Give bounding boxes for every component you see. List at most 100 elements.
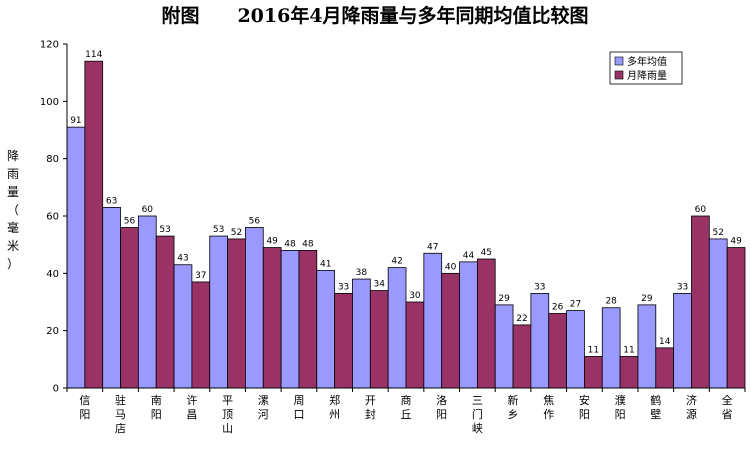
data-label: 49 bbox=[266, 237, 278, 247]
legend-label: 月降雨量 bbox=[627, 69, 667, 82]
legend-swatch bbox=[614, 56, 624, 66]
data-label: 45 bbox=[481, 248, 492, 258]
plot-area: 0 20 40 60 80 100 120 91 114 信阳 63 56 驻马店 60 53 南阳 43 37 许… bbox=[40, 40, 746, 435]
x-tick-label: 开封 bbox=[365, 394, 376, 421]
bar-average bbox=[173, 264, 193, 389]
data-label: 44 bbox=[463, 251, 475, 261]
data-label: 14 bbox=[659, 337, 671, 347]
bar-average bbox=[566, 310, 585, 389]
data-label: 47 bbox=[427, 242, 438, 252]
bar-monthly bbox=[619, 356, 639, 389]
legend-swatch bbox=[614, 70, 624, 80]
bar-average bbox=[601, 307, 621, 389]
y-tick-label: 60 bbox=[46, 212, 59, 223]
data-label: 33 bbox=[338, 282, 349, 292]
bar-average bbox=[209, 235, 228, 389]
x-tick-label: 安阳 bbox=[579, 393, 590, 421]
bar-monthly bbox=[120, 227, 139, 389]
bar-average bbox=[494, 304, 514, 389]
data-label: 34 bbox=[374, 280, 386, 290]
data-label: 52 bbox=[713, 228, 724, 238]
y-tick-label: 80 bbox=[46, 154, 59, 165]
bar-average bbox=[530, 292, 550, 389]
data-label: 56 bbox=[124, 216, 136, 226]
data-label: 11 bbox=[588, 345, 599, 355]
chart-title: 附图 2016年4月降雨量与多年同期均值比较图 bbox=[161, 4, 588, 27]
y-tick-label: 0 bbox=[53, 384, 59, 395]
bar-monthly bbox=[84, 60, 104, 389]
data-label: 53 bbox=[159, 225, 170, 235]
bar-average bbox=[673, 292, 692, 389]
bar-average bbox=[637, 304, 657, 389]
bar-monthly bbox=[655, 347, 675, 389]
x-tick-label: 济源 bbox=[686, 393, 697, 421]
bar-monthly bbox=[262, 247, 282, 389]
bar-monthly bbox=[191, 281, 211, 389]
bar-monthly bbox=[691, 215, 710, 389]
data-label: 63 bbox=[106, 196, 117, 206]
x-tick-label: 全省 bbox=[722, 393, 733, 421]
x-tick-label: 三门峡 bbox=[472, 394, 483, 435]
x-tick-label: 焦作 bbox=[543, 394, 554, 421]
bar-average bbox=[280, 249, 300, 389]
bar-monthly bbox=[298, 249, 318, 389]
data-label: 30 bbox=[409, 291, 421, 301]
bar-average bbox=[387, 267, 407, 389]
data-label: 29 bbox=[498, 294, 510, 304]
data-label: 60 bbox=[142, 205, 154, 215]
data-label: 28 bbox=[605, 297, 617, 307]
data-label: 48 bbox=[302, 239, 314, 249]
x-tick-label: 漯河 bbox=[258, 394, 269, 421]
bar-average bbox=[245, 227, 264, 389]
y-axis-label: 降雨量（毫米） bbox=[7, 149, 19, 271]
data-label: 42 bbox=[391, 257, 402, 267]
bar-average bbox=[352, 278, 371, 389]
bar-average bbox=[316, 270, 336, 389]
data-label: 37 bbox=[195, 271, 206, 281]
data-label: 48 bbox=[284, 239, 296, 249]
bar-monthly bbox=[584, 356, 603, 389]
data-label: 38 bbox=[356, 268, 368, 278]
data-label: 56 bbox=[249, 216, 261, 226]
data-label: 26 bbox=[552, 302, 564, 312]
data-label: 40 bbox=[445, 262, 457, 272]
bar-monthly bbox=[155, 235, 175, 389]
x-tick-label: 鹤壁 bbox=[650, 393, 661, 421]
legend-label: 多年均值 bbox=[627, 55, 667, 68]
data-label: 33 bbox=[534, 282, 545, 292]
x-tick-label: 南阳 bbox=[151, 394, 162, 421]
y-axis-label-text: 降雨量（毫米） bbox=[7, 149, 19, 271]
data-label: 114 bbox=[85, 50, 102, 60]
bar-monthly bbox=[405, 301, 425, 389]
data-label: 11 bbox=[623, 345, 634, 355]
data-label: 60 bbox=[695, 205, 707, 215]
bar-monthly bbox=[369, 290, 389, 389]
bar-average bbox=[423, 252, 443, 389]
data-label: 53 bbox=[213, 225, 224, 235]
x-tick-label: 郑州 bbox=[329, 393, 340, 421]
bar-monthly bbox=[227, 238, 246, 389]
data-label: 33 bbox=[677, 282, 688, 292]
data-label: 22 bbox=[516, 314, 527, 324]
x-tick-label: 驻马店 bbox=[115, 393, 126, 435]
bar-average bbox=[708, 238, 728, 389]
bar-monthly bbox=[512, 324, 532, 389]
y-tick-label: 100 bbox=[40, 97, 59, 108]
bar-average bbox=[459, 261, 478, 389]
data-label: 49 bbox=[730, 237, 742, 247]
bar-monthly bbox=[726, 247, 746, 389]
data-label: 29 bbox=[641, 294, 653, 304]
x-tick-label: 信阳 bbox=[79, 394, 90, 421]
data-label: 52 bbox=[231, 228, 242, 238]
data-label: 91 bbox=[70, 116, 81, 126]
data-label: 27 bbox=[570, 300, 581, 310]
bar-average bbox=[102, 206, 121, 389]
x-tick-label: 许昌 bbox=[186, 394, 197, 421]
y-tick-label: 40 bbox=[46, 269, 59, 280]
x-tick-label: 洛阳 bbox=[436, 393, 447, 421]
data-label: 41 bbox=[320, 259, 331, 269]
x-tick-label: 平顶山 bbox=[222, 394, 233, 435]
bar-average bbox=[137, 215, 157, 389]
